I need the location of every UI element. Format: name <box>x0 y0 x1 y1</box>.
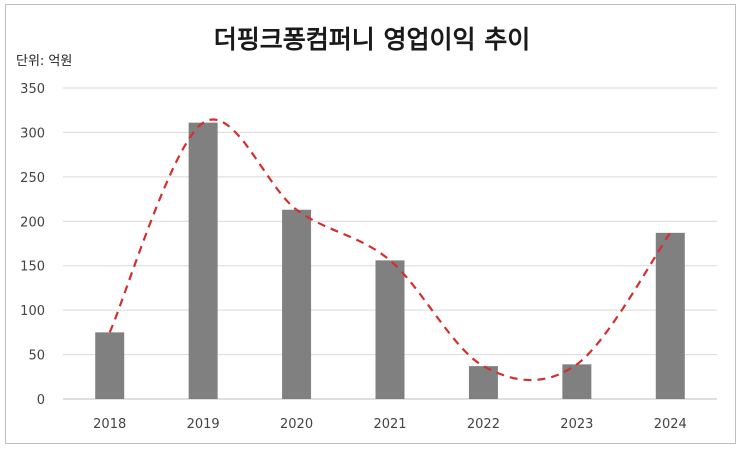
y-tick-label: 0 <box>37 393 45 408</box>
chart-frame <box>5 4 736 444</box>
trend-line <box>108 118 672 382</box>
x-tick-label: 2023 <box>560 417 593 432</box>
x-tick-label: 2020 <box>280 417 313 432</box>
bar-2020 <box>282 209 312 399</box>
x-tick-label: 2018 <box>93 417 126 432</box>
bars <box>95 122 685 399</box>
y-tick-label: 300 <box>20 126 45 141</box>
chart-title: 더핑크퐁컴퍼니 영업이익 추이 <box>213 25 531 54</box>
y-tick-label: 100 <box>20 304 45 319</box>
x-tick-label: 2024 <box>654 417 687 432</box>
bar-2024 <box>655 232 685 399</box>
bar-2019 <box>188 122 218 399</box>
y-tick-label: 250 <box>20 171 45 186</box>
unit-label: 단위: 억원 <box>16 54 73 69</box>
y-tick-label: 150 <box>20 260 45 275</box>
x-axis-labels: 2018 2019 2020 2021 2022 2023 2024 <box>93 417 687 432</box>
y-tick-label: 200 <box>20 215 45 230</box>
x-tick-label: 2021 <box>373 417 406 432</box>
x-tick-label: 2019 <box>187 417 220 432</box>
y-tick-label: 50 <box>28 349 45 364</box>
bar-2018 <box>95 332 125 399</box>
x-tick-label: 2022 <box>467 417 500 432</box>
y-axis-labels: 0 50 100 150 200 250 300 350 <box>20 82 45 408</box>
y-tick-label: 350 <box>20 82 45 97</box>
bar-2022 <box>468 366 498 399</box>
bar-2021 <box>375 260 405 399</box>
